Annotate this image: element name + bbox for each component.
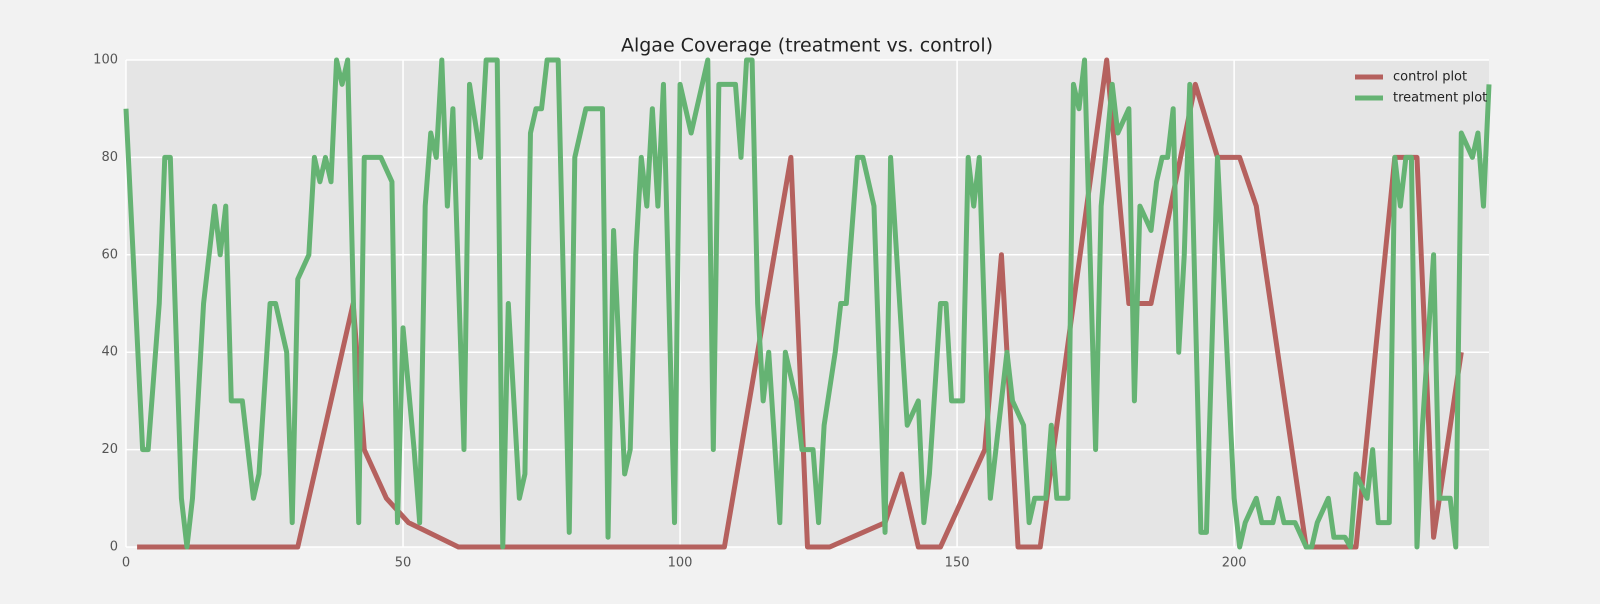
x-tick-label: 150 [945,556,970,571]
legend-label: treatment plot [1393,91,1487,106]
plot-area [126,60,1489,547]
chart-title: Algae Coverage (treatment vs. control) [621,35,993,57]
lines [123,57,1492,550]
grid: 0 20 40 60 80 100 0 50 100 150 200 [93,53,1489,571]
line [137,57,1464,550]
y-tick-label: 20 [101,442,118,457]
line [123,57,1492,550]
x-tick-label: 0 [122,556,130,571]
y-tick-label: 0 [110,540,118,555]
y-tick-label: 40 [101,345,118,360]
legend: control plot treatment plot [1355,70,1487,106]
y-tick-label: 80 [101,150,118,165]
legend-label: control plot [1393,70,1467,85]
x-tick-label: 100 [668,556,693,571]
y-tick-label: 100 [93,53,118,68]
x-tick-label: 200 [1222,556,1247,571]
x-tick-label: 50 [395,556,412,571]
y-tick-label: 60 [101,247,118,262]
